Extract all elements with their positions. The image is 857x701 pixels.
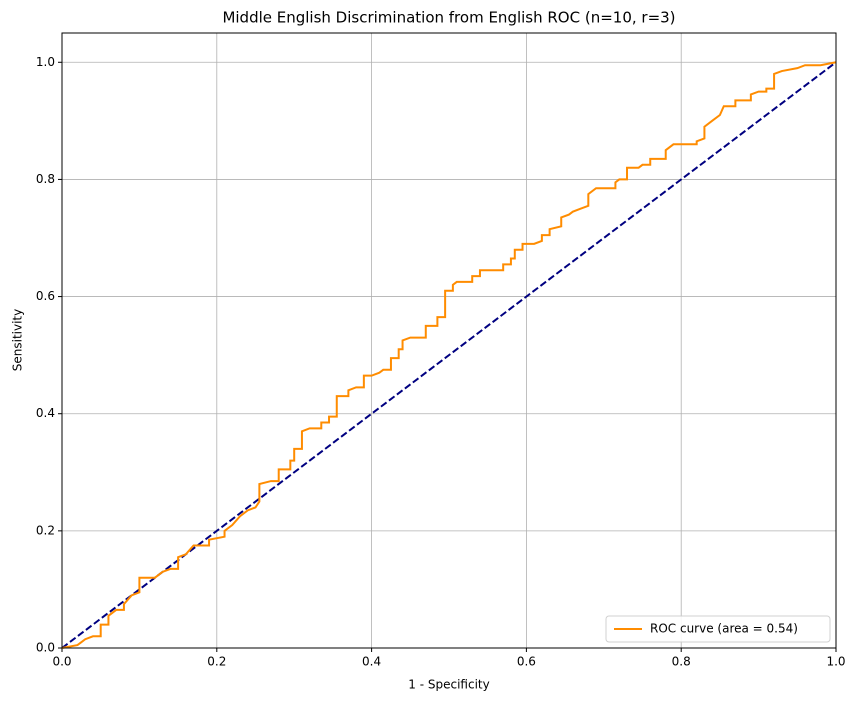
x-tick-label: 0.6 xyxy=(517,655,536,669)
y-tick-label: 0.2 xyxy=(36,523,55,537)
y-axis-label: Sensitivity xyxy=(11,309,25,371)
chart-title: Middle English Discrimination from Engli… xyxy=(222,9,675,27)
roc-line xyxy=(61,61,837,649)
roc-line xyxy=(61,61,837,649)
x-tick-label: 0.0 xyxy=(52,655,71,669)
x-axis-label: 1 - Specificity xyxy=(408,678,489,692)
x-tick-label: 0.8 xyxy=(672,655,691,669)
legend-box xyxy=(605,615,831,643)
y-tick-label: 0.6 xyxy=(36,289,55,303)
x-tick-label: 1.0 xyxy=(826,655,845,669)
x-tick-label: 0.2 xyxy=(207,655,226,669)
legend-label: ROC curve (area = 0.54) xyxy=(650,622,798,636)
y-tick-label: 0.0 xyxy=(36,641,55,655)
y-tick-label: 0.4 xyxy=(36,406,55,420)
y-tick-label: 0.8 xyxy=(36,172,55,186)
y-tick-label: 1.0 xyxy=(36,55,55,69)
plot-frame xyxy=(61,32,837,649)
x-tick-label: 0.4 xyxy=(362,655,381,669)
